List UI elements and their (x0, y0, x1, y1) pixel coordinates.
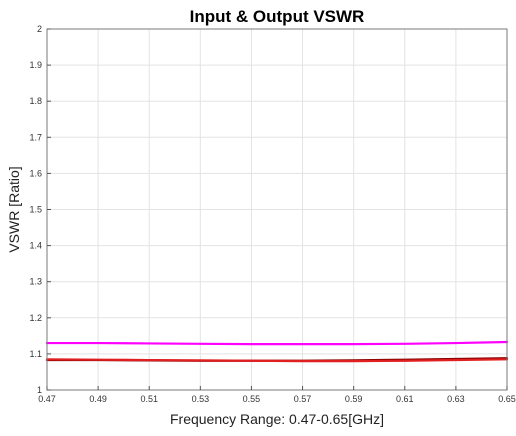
series-line-1 (45, 340, 509, 346)
x-tick-label: 0.57 (294, 394, 312, 404)
x-axis-label: Frequency Range: 0.47-0.65[GHz] (170, 411, 384, 427)
x-tick-label: 0.51 (140, 394, 158, 404)
y-tick-label: 1.8 (29, 96, 42, 106)
y-tick-label: 1.2 (29, 313, 42, 323)
x-tick-label: 0.47 (38, 394, 56, 404)
x-tick-label: 0.49 (89, 394, 107, 404)
y-tick-label: 2 (37, 24, 42, 34)
x-tick-label: 0.65 (498, 394, 516, 404)
y-tick-label: 1.6 (29, 168, 42, 178)
y-tick-label: 1.5 (29, 205, 42, 215)
y-tick-label: 1.9 (29, 60, 42, 70)
y-tick-label: 1.1 (29, 349, 42, 359)
x-tick-label: 0.61 (396, 394, 414, 404)
y-tick-label: 1.7 (29, 132, 42, 142)
chart-title: Input & Output VSWR (190, 7, 365, 26)
y-tick-label: 1.4 (29, 241, 42, 251)
y-tick-label: 1 (37, 385, 42, 395)
series-line-3 (45, 358, 509, 363)
y-tick-label: 1.3 (29, 277, 42, 287)
x-tick-label: 0.53 (192, 394, 210, 404)
series-lines (45, 340, 509, 363)
x-tick-label: 0.59 (345, 394, 363, 404)
x-tick-label: 0.63 (447, 394, 465, 404)
y-axis-label: VSWR [Ratio] (6, 166, 22, 252)
axis-ticks: 0.47 0.49 0.51 0.53 0.55 0.57 0.59 0.61 0.63 0.65… (29, 24, 515, 404)
x-tick-label: 0.55 (243, 394, 261, 404)
grid (46, 28, 508, 391)
